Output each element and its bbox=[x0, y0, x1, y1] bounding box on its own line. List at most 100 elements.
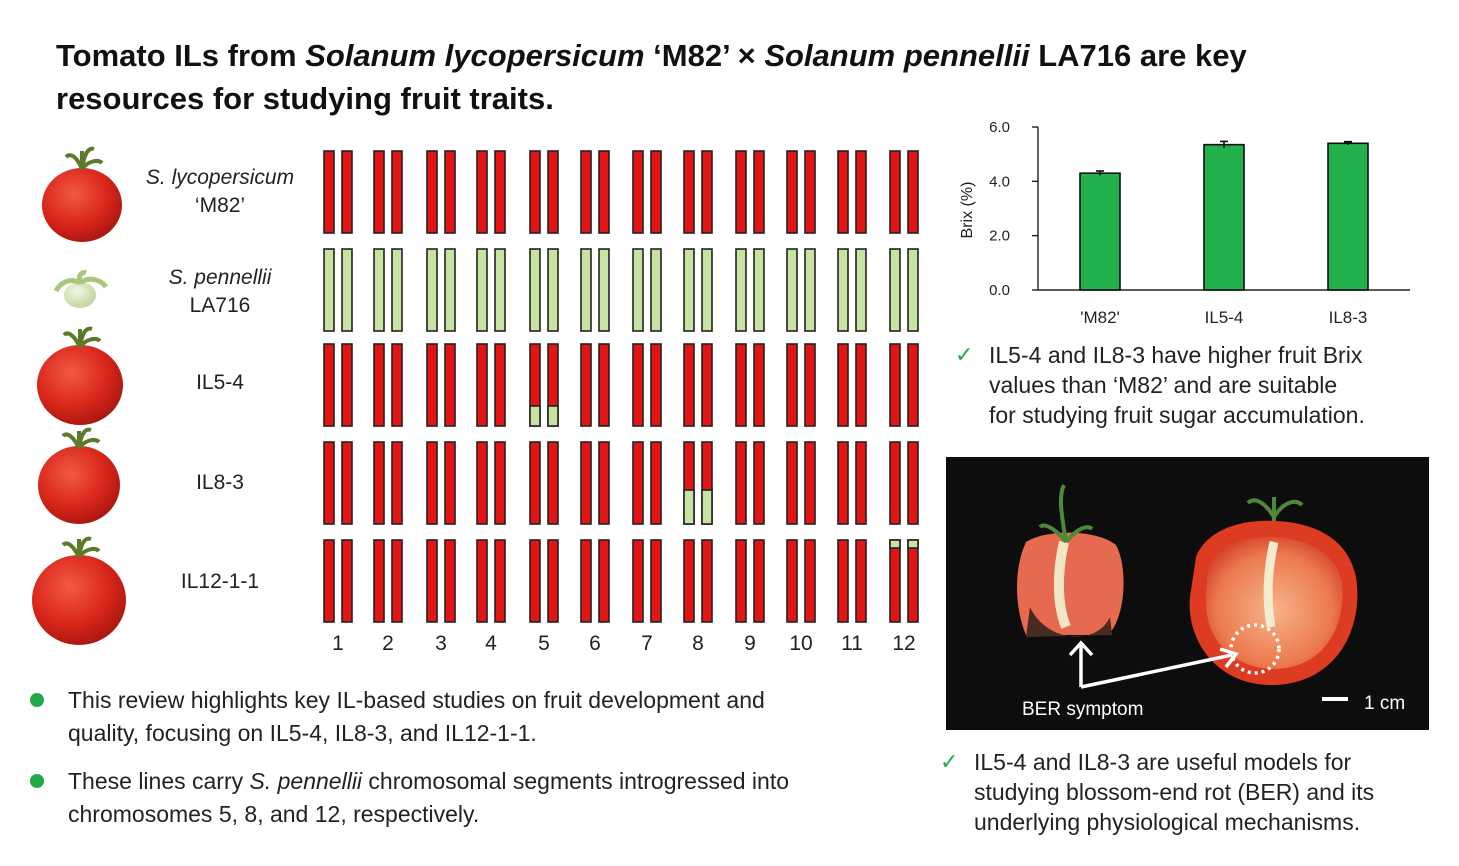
introgression-segment bbox=[889, 539, 901, 549]
introgression-segment bbox=[907, 539, 919, 549]
y-axis-label: Brix (%) bbox=[959, 182, 976, 239]
y-tick-label: 2.0 bbox=[989, 228, 1010, 245]
chromosome-3-il8-3 bbox=[426, 441, 438, 525]
chromosome-1-il5-4 bbox=[341, 343, 353, 427]
chromosome-9-il5-4 bbox=[753, 343, 765, 427]
tomato-il12-1-1-icon bbox=[32, 536, 126, 645]
chromosome-10-il8-3 bbox=[804, 441, 816, 525]
chromosome-6-la716 bbox=[580, 248, 592, 332]
chromosome-5-la716 bbox=[529, 248, 541, 332]
chromosome-10-il5-4 bbox=[786, 343, 798, 427]
bullet-dot-icon bbox=[30, 693, 44, 707]
chromosome-2-il5-4 bbox=[373, 343, 385, 427]
il-name: IL8-3 bbox=[196, 471, 244, 494]
chromosome-1-il12-1-1 bbox=[323, 539, 335, 623]
chromosome-3-il5-4 bbox=[426, 343, 438, 427]
scale-bar bbox=[1322, 697, 1348, 701]
y-tick-label: 6.0 bbox=[989, 119, 1010, 136]
chromosome-10-la716 bbox=[804, 248, 816, 332]
arrow-up-icon bbox=[1068, 640, 1094, 687]
chromosome-11-il5-4 bbox=[855, 343, 867, 427]
line-label-il8-3: IL8-3 bbox=[120, 469, 320, 497]
chromosome-3-il12-1-1 bbox=[444, 539, 456, 623]
bullet-1: This review highlights key IL-based stud… bbox=[30, 684, 930, 754]
chromosome-7-il8-3 bbox=[632, 441, 644, 525]
chromosome-11--m82- bbox=[855, 150, 867, 234]
chromosome-number: 11 bbox=[841, 632, 863, 655]
chromosome-6-il12-1-1 bbox=[580, 539, 592, 623]
chromosome-7--m82- bbox=[632, 150, 644, 234]
species-name: S. pennellii bbox=[168, 266, 272, 289]
chromosome-10-il12-1-1 bbox=[804, 539, 816, 623]
chromosome-7-la716 bbox=[650, 248, 662, 332]
chromosome-2--m82- bbox=[391, 150, 403, 234]
bullet-dot-icon bbox=[30, 774, 44, 788]
chromosome-2-il8-3 bbox=[373, 441, 385, 525]
chromosome-number: 1 bbox=[332, 632, 344, 655]
chromosome-1-la716 bbox=[341, 248, 353, 332]
healthy-fruit-half bbox=[1189, 497, 1358, 686]
chromosome-1-la716 bbox=[323, 248, 335, 332]
brix-note-text: IL5-4 and IL8-3 have higher fruit Brix v… bbox=[989, 342, 1365, 428]
chromosome-10-il8-3 bbox=[786, 441, 798, 525]
chromosome-5-il12-1-1 bbox=[529, 539, 541, 623]
chromosome-5-il8-3 bbox=[529, 441, 541, 525]
chromosome-11-il12-1-1 bbox=[855, 539, 867, 623]
chromosome-1--m82- bbox=[323, 150, 335, 234]
chromosome-12-il5-4 bbox=[907, 343, 919, 427]
chromosome-5--m82- bbox=[547, 150, 559, 234]
chromosome-12-il12-1-1 bbox=[889, 539, 901, 623]
bullet-2: These lines carry S. pennellii chromosom… bbox=[30, 765, 930, 835]
chromosome-7-il5-4 bbox=[632, 343, 644, 427]
species-name: S. lycopersicum bbox=[145, 166, 295, 189]
chromosome-4-il8-3 bbox=[476, 441, 488, 525]
cultivar-name: ‘M82’ bbox=[194, 194, 246, 217]
chromosome-8--m82- bbox=[701, 150, 713, 234]
bar-2 bbox=[1203, 143, 1245, 291]
chromosome-11-il12-1-1 bbox=[837, 539, 849, 623]
chromosome-5-la716 bbox=[547, 248, 559, 332]
chromosome-6-il12-1-1 bbox=[598, 539, 610, 623]
chromosome-number: 3 bbox=[435, 632, 447, 655]
chromosome-11-il5-4 bbox=[837, 343, 849, 427]
chromosome-10--m82- bbox=[804, 150, 816, 234]
chromosome-7-il5-4 bbox=[650, 343, 662, 427]
chromosome-4-il8-3 bbox=[494, 441, 506, 525]
chromosome-10-la716 bbox=[786, 248, 798, 332]
arrow-right-icon bbox=[1080, 647, 1239, 689]
checkmark-icon: ✓ bbox=[940, 749, 959, 774]
chromosome-4-la716 bbox=[494, 248, 506, 332]
chromosome-11--m82- bbox=[837, 150, 849, 234]
chromosome-11-il8-3 bbox=[837, 441, 849, 525]
x-tick-label: 'M82' bbox=[1080, 308, 1120, 327]
chromosome-2-la716 bbox=[373, 248, 385, 332]
chromosome-2-il12-1-1 bbox=[373, 539, 385, 623]
chromosome-9-il8-3 bbox=[735, 441, 747, 525]
chromosome-12--m82- bbox=[889, 150, 901, 234]
checkmark-icon: ✓ bbox=[955, 342, 974, 367]
chromosome-9-il5-4 bbox=[735, 343, 747, 427]
x-tick-label: IL5-4 bbox=[1205, 308, 1244, 327]
chromosome-5--m82- bbox=[529, 150, 541, 234]
chromosome-number: 6 bbox=[589, 632, 601, 655]
chromosome-3-il8-3 bbox=[444, 441, 456, 525]
chromosome-12-la716 bbox=[889, 248, 901, 332]
page-title: Tomato ILs from Solanum lycopersicum ‘M8… bbox=[56, 34, 1416, 120]
chromosome-9-il12-1-1 bbox=[753, 539, 765, 623]
chromosome-number: 4 bbox=[485, 632, 497, 655]
chromosome-1-il12-1-1 bbox=[341, 539, 353, 623]
tomato-m82-icon bbox=[42, 146, 122, 242]
chromosome-4-la716 bbox=[476, 248, 488, 332]
chromosome-8-la716 bbox=[683, 248, 695, 332]
chromosome-9-il12-1-1 bbox=[735, 539, 747, 623]
chromosome-1-il8-3 bbox=[323, 441, 335, 525]
chromosome-number: 12 bbox=[892, 632, 916, 655]
chromosome-2-il8-3 bbox=[391, 441, 403, 525]
chromosome-number: 8 bbox=[692, 632, 704, 655]
chromosome-6--m82- bbox=[598, 150, 610, 234]
chromosome-1--m82- bbox=[341, 150, 353, 234]
chromosome-12-il5-4 bbox=[889, 343, 901, 427]
chromosome-8-il12-1-1 bbox=[701, 539, 713, 623]
introgression-segment bbox=[701, 489, 713, 525]
ber-fruit-half bbox=[1017, 484, 1124, 637]
